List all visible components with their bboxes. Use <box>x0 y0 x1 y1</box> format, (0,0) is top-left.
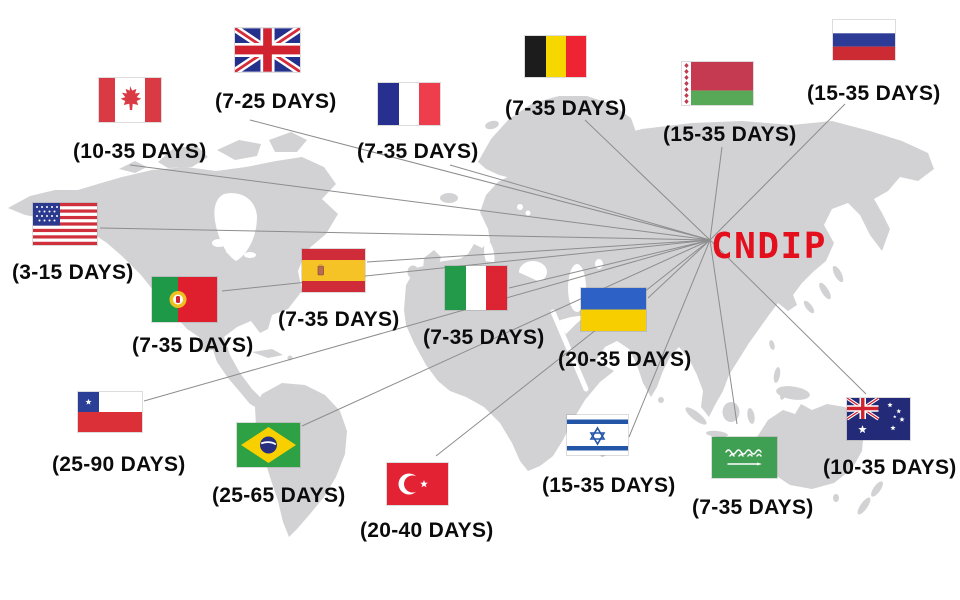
australia-shipping-days-label: (10-35 DAYS) <box>823 456 957 479</box>
usa-flag-icon <box>33 203 97 245</box>
israel-flag-icon <box>567 415 628 455</box>
canada-flag-icon <box>99 78 161 122</box>
ukraine-flag-icon <box>581 288 646 331</box>
turkey-flag-icon <box>387 463 448 505</box>
italy-flag-icon <box>445 266 507 310</box>
italy-shipping-days-label: (7-35 DAYS) <box>423 326 545 349</box>
portugal-flag-icon <box>152 277 217 322</box>
belgium-flag-icon <box>525 36 586 77</box>
russia-flag-icon <box>833 20 895 60</box>
saudi-arabia-flag-icon <box>712 437 777 478</box>
brazil-shipping-days-label: (25-65 DAYS) <box>212 484 346 507</box>
usa-shipping-days-label: (3-15 DAYS) <box>12 261 134 284</box>
russia-shipping-days-label: (15-35 DAYS) <box>807 82 941 105</box>
belarus-flag-icon <box>682 62 753 105</box>
canada-shipping-days-label: (10-35 DAYS) <box>73 140 207 163</box>
spain-shipping-days-label: (7-35 DAYS) <box>278 308 400 331</box>
belgium-shipping-days-label: (7-35 DAYS) <box>505 97 627 120</box>
france-flag-icon <box>378 83 440 125</box>
saudi-arabia-shipping-days-label: (7-35 DAYS) <box>692 496 814 519</box>
uk-shipping-days-label: (7-25 DAYS) <box>215 90 337 113</box>
uk-flag-icon <box>235 28 300 72</box>
belarus-shipping-days-label: (15-35 DAYS) <box>663 123 797 146</box>
australia-flag-icon <box>847 398 910 440</box>
france-shipping-days-label: (7-35 DAYS) <box>357 140 479 163</box>
portugal-shipping-days-label: (7-35 DAYS) <box>132 334 254 357</box>
ukraine-shipping-days-label: (20-35 DAYS) <box>558 348 692 371</box>
israel-shipping-days-label: (15-35 DAYS) <box>542 474 676 497</box>
spain-flag-icon <box>302 249 365 292</box>
chile-flag-icon <box>78 392 142 432</box>
brazil-flag-icon <box>237 423 300 467</box>
chile-shipping-days-label: (25-90 DAYS) <box>52 453 186 476</box>
turkey-shipping-days-label: (20-40 DAYS) <box>360 519 494 542</box>
brand-cndip-label: CNDIP <box>711 226 827 267</box>
